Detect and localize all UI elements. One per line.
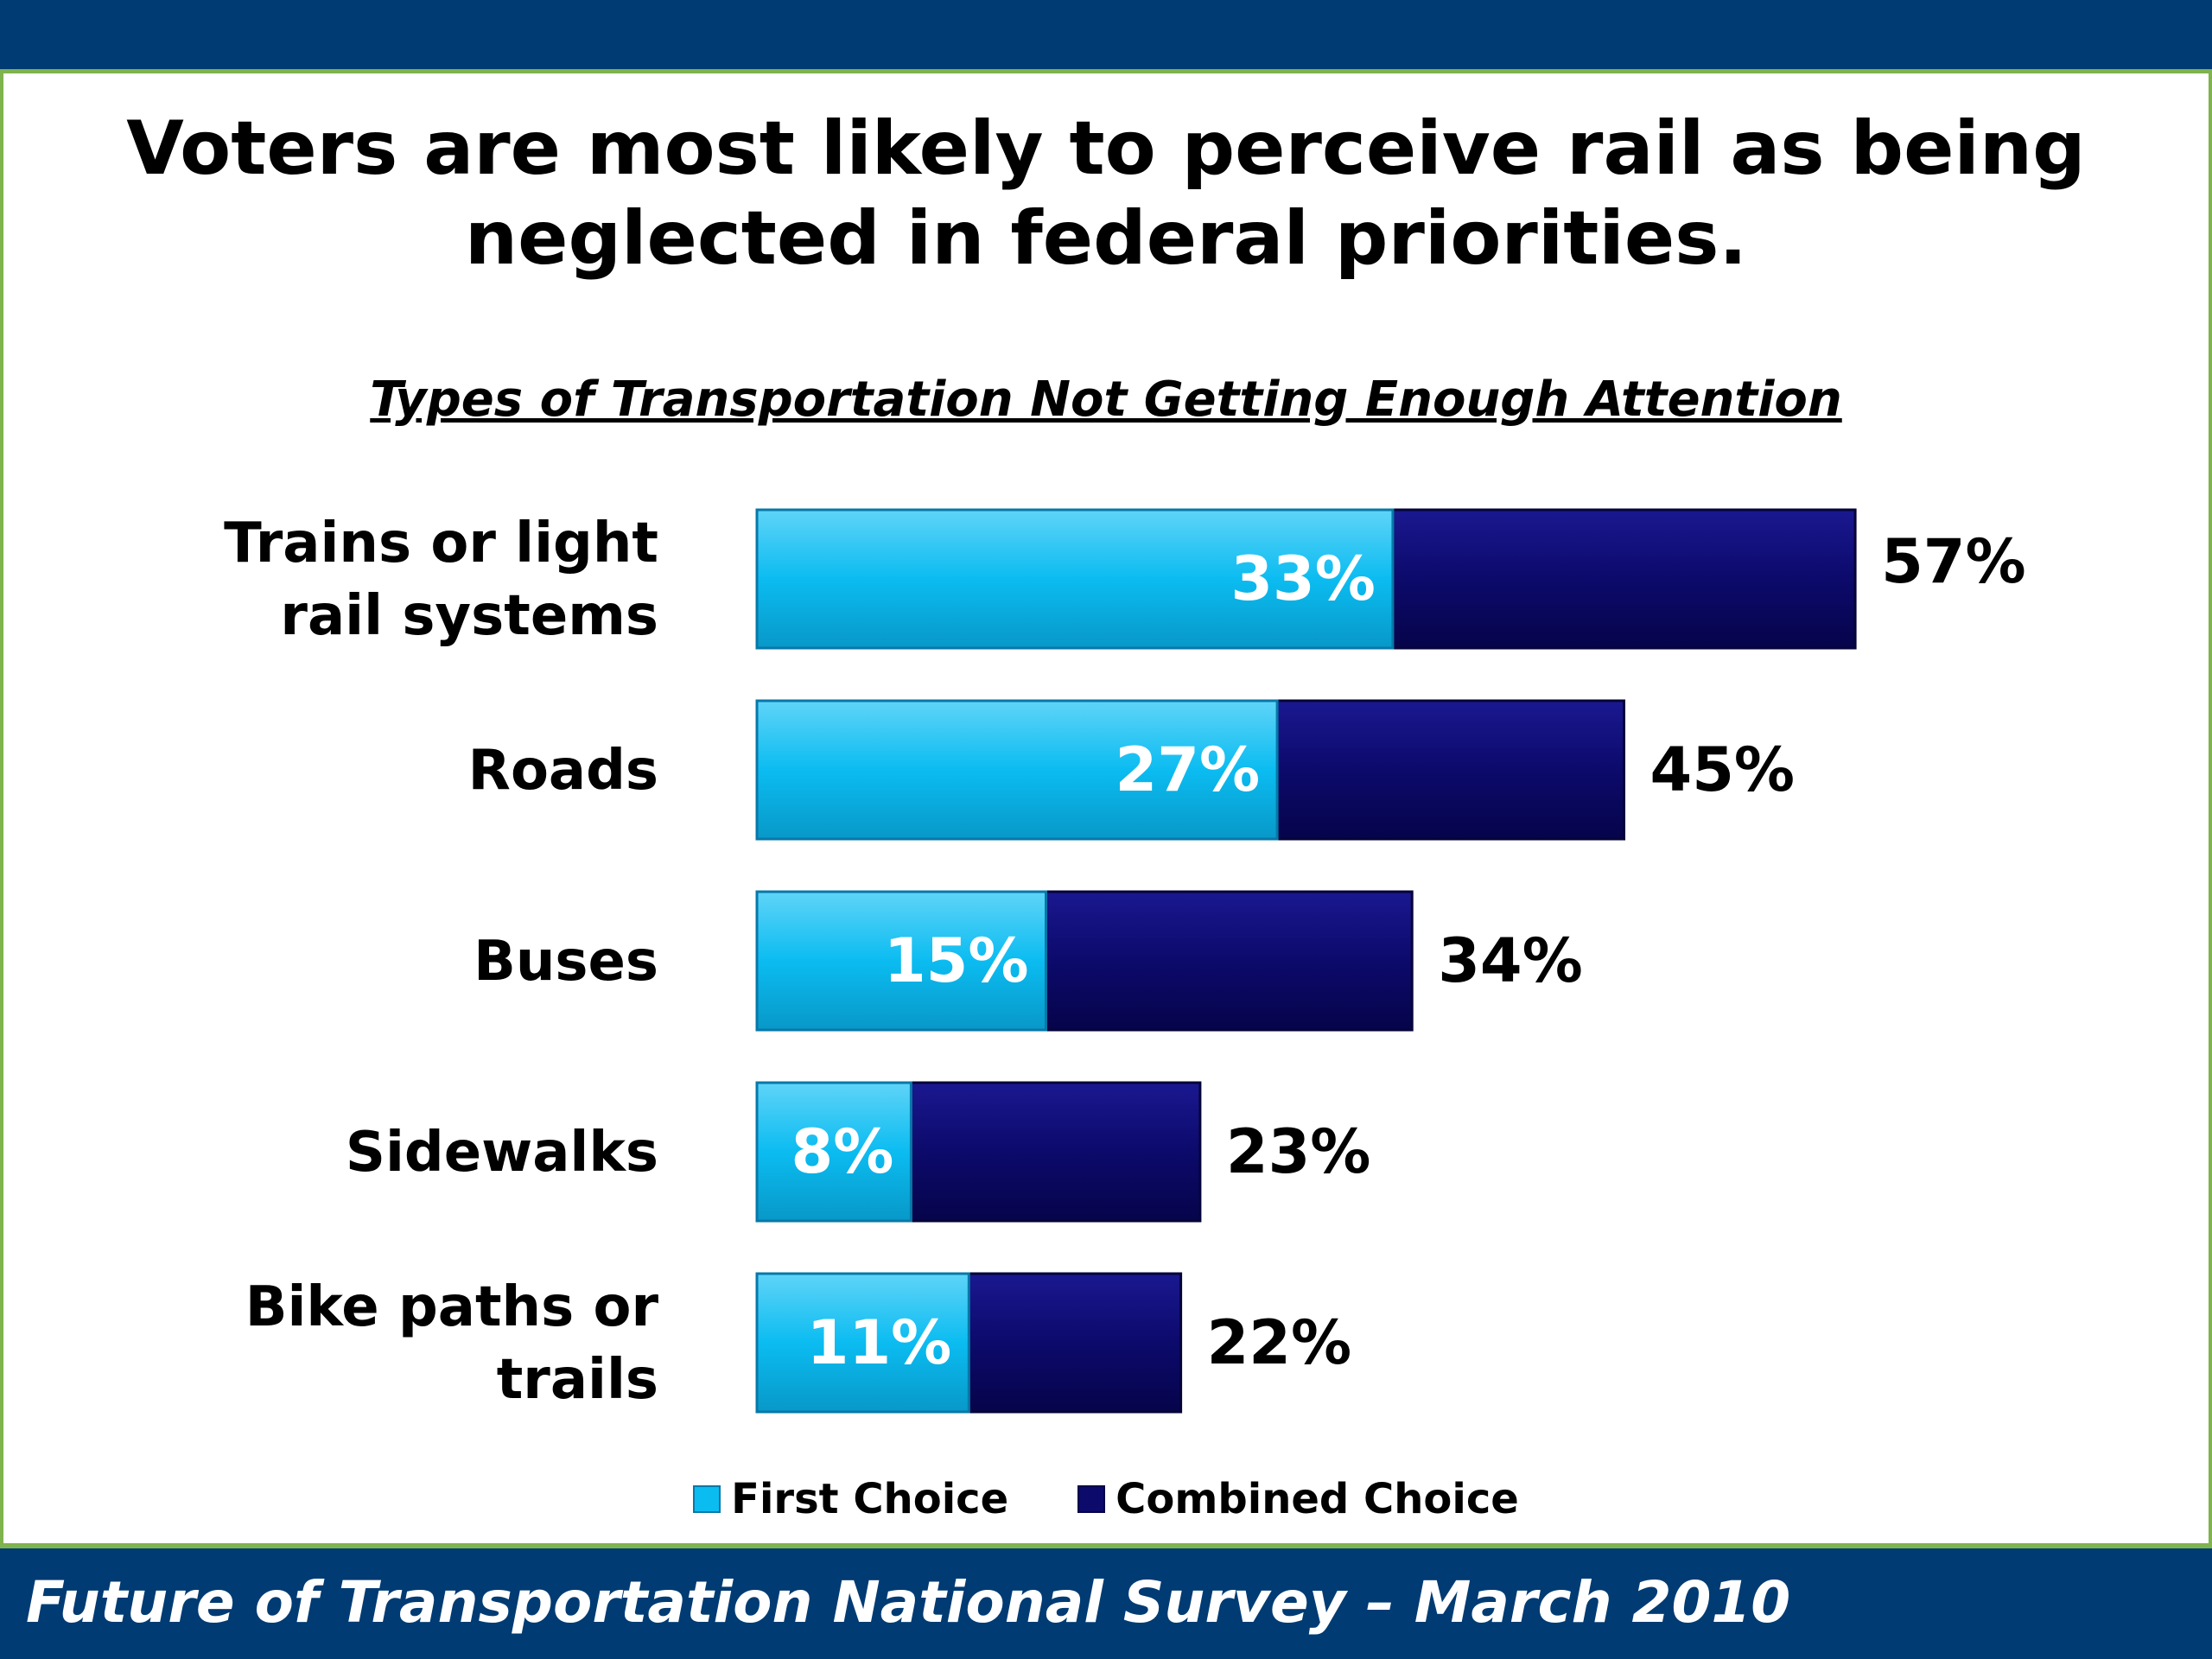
chart-marks: 33% 57% Trains or light rail systems 27% 45% R… — [224, 508, 2026, 1414]
top-accent-line — [0, 69, 2212, 73]
legend: First Choice Combined Choice — [0, 1473, 2212, 1525]
bar-first — [755, 1081, 912, 1223]
bar-first — [755, 1272, 970, 1414]
category-label: Trains or light — [224, 512, 658, 575]
data-label-combined: 22% — [1207, 1307, 1352, 1378]
data-label-combined: 23% — [1226, 1116, 1371, 1187]
legend-swatch-first — [693, 1485, 721, 1513]
chart-title: Types of Transportation Not Getting Enou… — [370, 372, 1842, 428]
category-label: Roads — [468, 739, 658, 803]
bottom-accent-line — [0, 1543, 2212, 1548]
legend-label-combined: Combined Choice — [1116, 1475, 1519, 1523]
frame-right — [2209, 73, 2212, 1547]
data-label-combined: 57% — [1881, 526, 2026, 597]
data-label-combined: 34% — [1438, 925, 1583, 996]
bottom-band — [0, 1548, 2212, 1659]
bar-first — [755, 699, 1279, 841]
legend-item-combined: Combined Choice — [1077, 1475, 1519, 1523]
category-label: Bike paths or — [245, 1275, 659, 1339]
bar-first — [755, 508, 1395, 650]
legend-swatch-combined — [1077, 1485, 1106, 1513]
data-label-first: 27% — [1116, 734, 1261, 805]
slide-title: Voters are most likely to perceive rail … — [126, 105, 2086, 282]
data-label-first: 15% — [884, 925, 1029, 996]
top-band — [0, 0, 2212, 69]
data-label-first: 33% — [1230, 543, 1376, 614]
legend-item-first: First Choice — [693, 1475, 1008, 1523]
category-label: Sidewalks — [346, 1121, 658, 1185]
footer-text: Future of Transportation National Survey… — [26, 1569, 1791, 1636]
data-label-combined: 45% — [1650, 734, 1796, 805]
bar-first — [755, 890, 1047, 1032]
data-label-first: 8% — [791, 1116, 894, 1187]
category-label: rail systems — [280, 584, 658, 648]
legend-label-first: First Choice — [731, 1475, 1009, 1523]
data-label-first: 11% — [807, 1307, 952, 1378]
frame-left — [0, 73, 3, 1547]
category-label: Buses — [474, 930, 658, 994]
category-label: trails — [497, 1348, 658, 1412]
